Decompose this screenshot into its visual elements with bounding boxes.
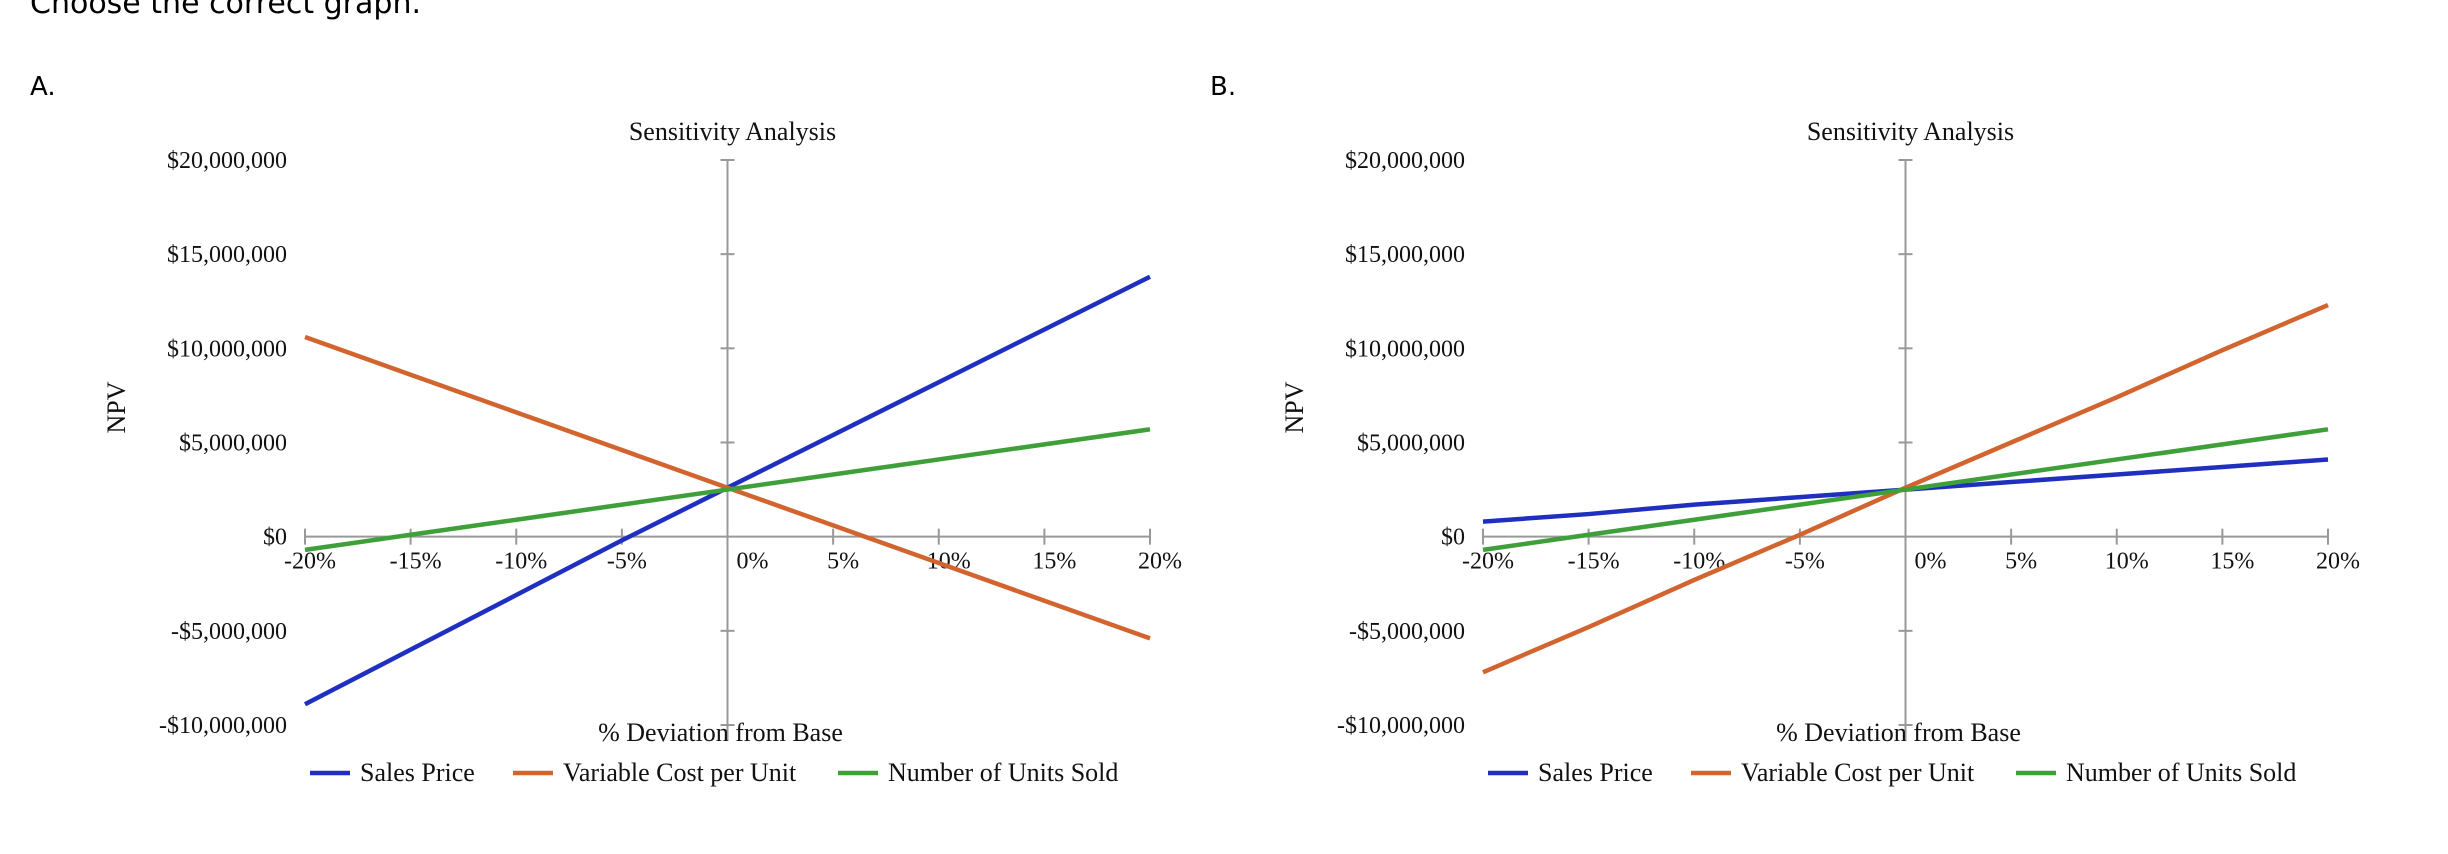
x-tick-label: 0% xyxy=(737,549,769,575)
x-tick-label: -5% xyxy=(1785,549,1825,575)
legend-entry: Number of Units Sold xyxy=(888,758,1118,787)
x-tick-label: 15% xyxy=(2210,549,2254,575)
y-axis-label: NPV xyxy=(1280,381,1309,433)
y-tick-label: -$5,000,000 xyxy=(1349,619,1465,645)
x-tick-label: 0% xyxy=(1915,549,1947,575)
y-tick-label: $10,000,000 xyxy=(1345,336,1465,362)
chart-b: Sensitivity Analysis NPV -$10,000,000 -$5,0… xyxy=(1280,117,2360,787)
legend-entry: Variable Cost per Unit xyxy=(1741,758,1975,787)
x-tick-label: 15% xyxy=(1032,549,1076,575)
y-tick-label: $20,000,000 xyxy=(167,148,287,174)
legend-entry: Sales Price xyxy=(360,758,475,787)
x-tick-label: -15% xyxy=(1568,549,1620,575)
x-axis-label: % Deviation from Base xyxy=(1776,718,2021,747)
y-tick-label: -$5,000,000 xyxy=(171,619,287,645)
y-tick-label: $15,000,000 xyxy=(1345,242,1465,268)
y-tick-label: $5,000,000 xyxy=(179,431,287,457)
x-axis-label: % Deviation from Base xyxy=(598,718,843,747)
x-tick-label: -15% xyxy=(390,549,442,575)
y-tick-label: $0 xyxy=(263,525,287,551)
y-tick-label: $20,000,000 xyxy=(1345,148,1465,174)
x-tick-label: -20% xyxy=(284,549,336,575)
y-tick-label: $10,000,000 xyxy=(167,336,287,362)
series-line-number-of-units-sold xyxy=(304,427,1151,553)
x-tick-label: 5% xyxy=(2005,549,2037,575)
chart-title: Sensitivity Analysis xyxy=(1807,117,2014,146)
option-a-label[interactable]: A. xyxy=(30,72,56,102)
x-tick-label: 5% xyxy=(827,549,859,575)
chart-a: Sensitivity Analysis NPV -$10,000,000 -$5,0… xyxy=(102,117,1182,787)
question-text: Choose the correct graph. xyxy=(30,0,421,21)
x-tick-label: 10% xyxy=(2105,549,2149,575)
legend-entry: Variable Cost per Unit xyxy=(563,758,797,787)
y-tick-label: -$10,000,000 xyxy=(1337,713,1465,739)
y-tick-label: -$10,000,000 xyxy=(159,713,287,739)
x-tick-label: -10% xyxy=(495,549,547,575)
y-tick-label: $5,000,000 xyxy=(1357,431,1465,457)
y-tick-label: $15,000,000 xyxy=(167,242,287,268)
series-line-number-of-units-sold xyxy=(1482,427,2329,553)
x-tick-label: -20% xyxy=(1462,549,1514,575)
option-b-label[interactable]: B. xyxy=(1210,72,1237,102)
y-axis-label: NPV xyxy=(102,381,131,433)
x-tick-label: -5% xyxy=(607,549,647,575)
x-tick-label: 20% xyxy=(1138,549,1182,575)
chart-title: Sensitivity Analysis xyxy=(629,117,836,146)
y-tick-label: $0 xyxy=(1441,525,1465,551)
legend-entry: Sales Price xyxy=(1538,758,1653,787)
legend-entry: Number of Units Sold xyxy=(2066,758,2296,787)
x-tick-label: 20% xyxy=(2316,549,2360,575)
